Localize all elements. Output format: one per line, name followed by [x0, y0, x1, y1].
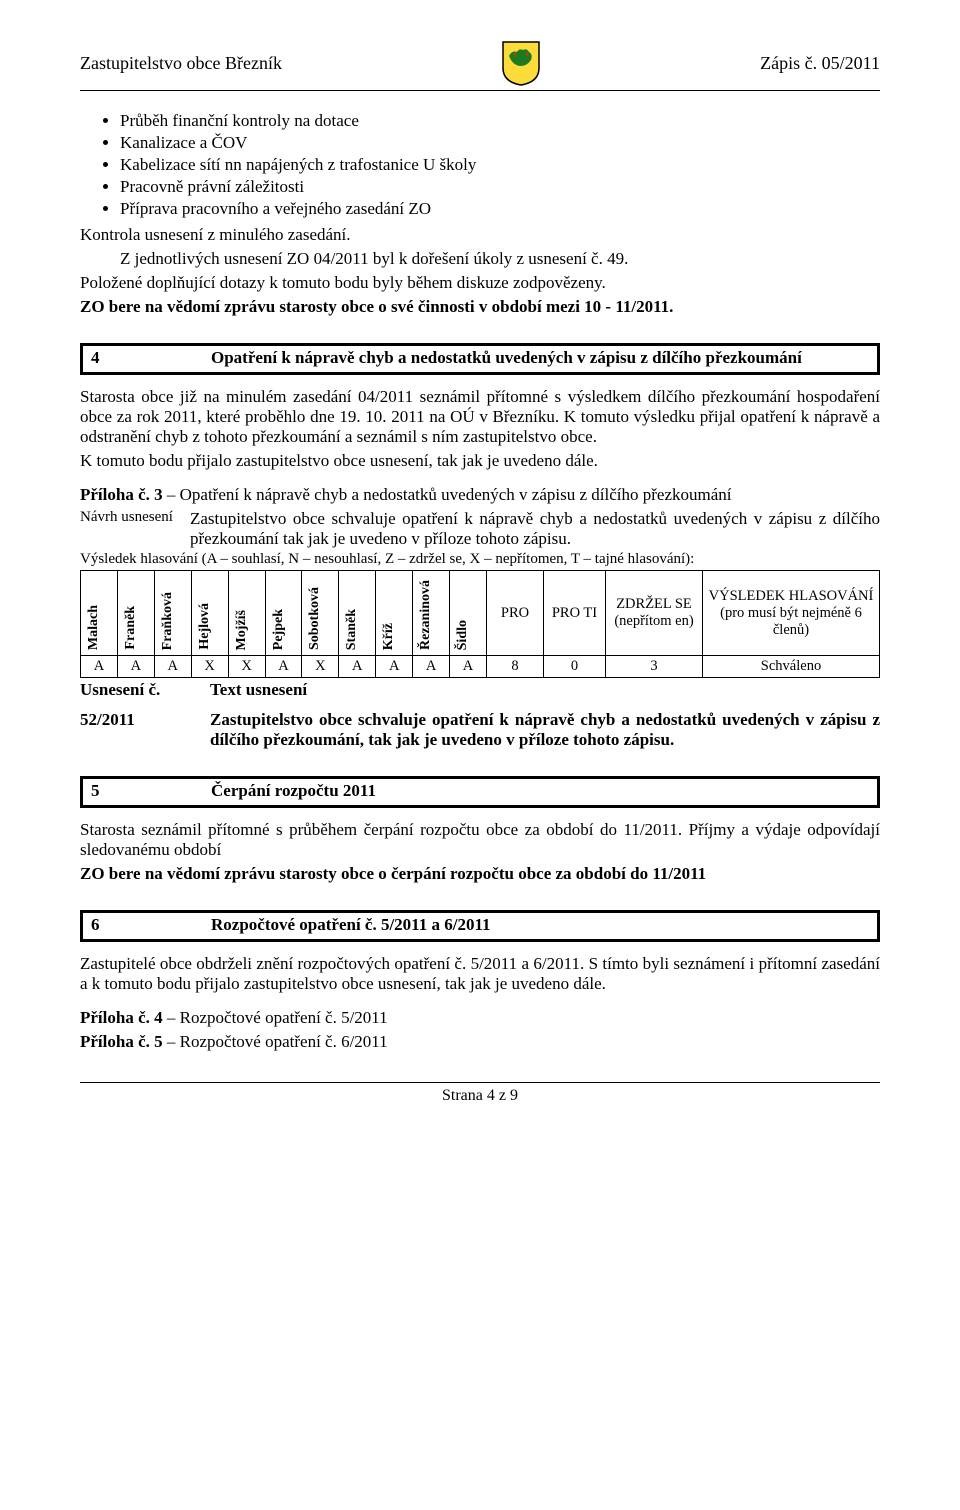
name-header: Hejlová — [195, 600, 215, 653]
paragraph: Zastupitelé obce obdrželi znění rozpočto… — [80, 954, 880, 994]
name-header: Mojžíš — [232, 607, 252, 653]
col-proti: PRO TI — [544, 571, 606, 656]
name-header: Kříž — [379, 620, 399, 653]
list-item: Příprava pracovního a veřejného zasedání… — [120, 199, 880, 219]
proti-count: 0 — [544, 656, 606, 678]
col-zdrzel: ZDRŽEL SE (nepřítom en) — [606, 571, 703, 656]
attachment-text: – Rozpočtové opatření č. 5/2011 — [163, 1008, 388, 1027]
section-number: 4 — [91, 348, 211, 368]
name-header: Šidlo — [453, 617, 473, 653]
name-header: Malach — [84, 602, 104, 653]
table-row: A A A X X A X A A A A 8 0 3 Schváleno — [81, 656, 880, 678]
resolution-number: 52/2011 — [80, 710, 210, 750]
resolution-header-row: Usnesení č. Text usnesení — [80, 680, 880, 700]
name-header: Řezaninová — [416, 577, 436, 653]
header-right: Zápis č. 05/2011 — [760, 53, 880, 74]
proposal-text: Zastupitelstvo obce schvaluje opatření k… — [190, 509, 880, 549]
section-title: Čerpání rozpočtu 2011 — [211, 781, 869, 801]
crest-icon — [500, 40, 542, 86]
paragraph-bold: ZO bere na vědomí zprávu starosty obce o… — [80, 297, 880, 317]
name-header: Sobotková — [305, 584, 325, 653]
result-cell: Schváleno — [703, 656, 880, 678]
resolution-text-label: Text usnesení — [210, 680, 880, 700]
table-row: Malach Franěk Fraňková Hejlová Mojžíš Pe… — [81, 571, 880, 656]
vote-cell: A — [117, 656, 154, 678]
name-header: Franěk — [121, 603, 141, 653]
resolution-number-label: Usnesení č. — [80, 680, 210, 700]
vote-cell: X — [228, 656, 265, 678]
page-header: Zastupitelstvo obce Březník Zápis č. 05/… — [80, 40, 880, 91]
section-number: 5 — [91, 781, 211, 801]
section-heading-6: 6 Rozpočtové opatření č. 5/2011 a 6/2011 — [80, 910, 880, 942]
name-header: Pejpek — [269, 606, 289, 653]
resolution-row: 52/2011 Zastupitelstvo obce schvaluje op… — [80, 710, 880, 750]
col-vysledek: VÝSLEDEK HLASOVÁNÍ (pro musí být nejméně… — [703, 571, 880, 656]
attachment-label: Příloha č. 5 — [80, 1032, 163, 1051]
col-pro: PRO — [487, 571, 544, 656]
paragraph-bold: ZO bere na vědomí zprávu starosty obce o… — [80, 864, 880, 884]
page-footer: Strana 4 z 9 — [80, 1082, 880, 1105]
attachment-line: Příloha č. 3 – Opatření k nápravě chyb a… — [80, 485, 880, 505]
bullet-list: Průběh finanční kontroly na dotace Kanal… — [120, 111, 880, 219]
header-left: Zastupitelstvo obce Březník — [80, 53, 282, 74]
paragraph: Starosta seznámil přítomné s průběhem če… — [80, 820, 880, 860]
name-header: Staněk — [342, 606, 362, 653]
proposal-label: Návrh usnesení — [80, 509, 190, 549]
vote-cell: A — [265, 656, 302, 678]
name-header: Fraňková — [158, 589, 178, 653]
section-number: 6 — [91, 915, 211, 935]
vote-cell: A — [339, 656, 376, 678]
list-item: Průběh finanční kontroly na dotace — [120, 111, 880, 131]
list-item: Kabelizace sítí nn napájených z trafosta… — [120, 155, 880, 175]
section-heading-4: 4 Opatření k nápravě chyb a nedostatků u… — [80, 343, 880, 375]
list-item: Kanalizace a ČOV — [120, 133, 880, 153]
attachment-label: Příloha č. 3 — [80, 485, 163, 504]
vote-cell: X — [191, 656, 228, 678]
paragraph: K tomuto bodu přijalo zastupitelstvo obc… — [80, 451, 880, 471]
attachment-text: – Rozpočtové opatření č. 6/2011 — [163, 1032, 388, 1051]
resolution-text: Zastupitelstvo obce schvaluje opatření k… — [210, 710, 880, 750]
pro-count: 8 — [487, 656, 544, 678]
list-item: Pracovně právní záležitosti — [120, 177, 880, 197]
attachment-line: Příloha č. 4 – Rozpočtové opatření č. 5/… — [80, 1008, 880, 1028]
vote-cell: A — [413, 656, 450, 678]
attachment-label: Příloha č. 4 — [80, 1008, 163, 1027]
section-heading-5: 5 Čerpání rozpočtu 2011 — [80, 776, 880, 808]
zdrzel-count: 3 — [606, 656, 703, 678]
paragraph: Starosta obce již na minulém zasedání 04… — [80, 387, 880, 447]
section-title: Rozpočtové opatření č. 5/2011 a 6/2011 — [211, 915, 869, 935]
attachment-text: – Opatření k nápravě chyb a nedostatků u… — [163, 485, 732, 504]
section-title: Opatření k nápravě chyb a nedostatků uve… — [211, 348, 869, 368]
proposal-row: Návrh usnesení Zastupitelstvo obce schva… — [80, 509, 880, 549]
vote-cell: X — [302, 656, 339, 678]
vote-table: Malach Franěk Fraňková Hejlová Mojžíš Pe… — [80, 570, 880, 678]
vote-cell: A — [154, 656, 191, 678]
paragraph: Z jednotlivých usnesení ZO 04/2011 byl k… — [80, 249, 880, 269]
vote-cell: A — [376, 656, 413, 678]
vote-legend: Výsledek hlasování (A – souhlasí, N – ne… — [80, 551, 880, 568]
paragraph: Kontrola usnesení z minulého zasedání. — [80, 225, 880, 245]
attachment-line: Příloha č. 5 – Rozpočtové opatření č. 6/… — [80, 1032, 880, 1052]
vote-cell: A — [81, 656, 118, 678]
vote-cell: A — [450, 656, 487, 678]
paragraph: Položené doplňující dotazy k tomuto bodu… — [80, 273, 880, 293]
